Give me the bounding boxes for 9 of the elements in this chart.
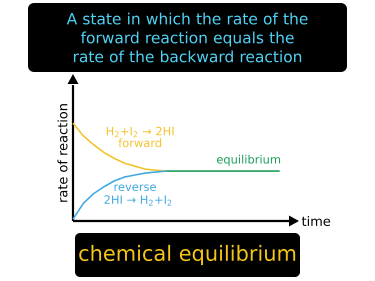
text: chemical equilibrium bbox=[79, 244, 296, 266]
series-label: equilibrium bbox=[216, 154, 280, 166]
series-label: reverse bbox=[114, 184, 156, 192]
annotation: 2HI → H$_{2}$+I$_{2}$ bbox=[104, 195, 172, 206]
series-label: forward bbox=[118, 138, 162, 148]
chart-subtitle: A state in which the rate of the forward reaction equals the rate of the backward reaction bbox=[66, 12, 308, 62]
annotation: H$_{2}$+I$_{2}$ → 2HI bbox=[106, 126, 174, 138]
y-axis-title: rate of reaction bbox=[57, 104, 68, 202]
x-axis-title: time bbox=[302, 216, 330, 226]
